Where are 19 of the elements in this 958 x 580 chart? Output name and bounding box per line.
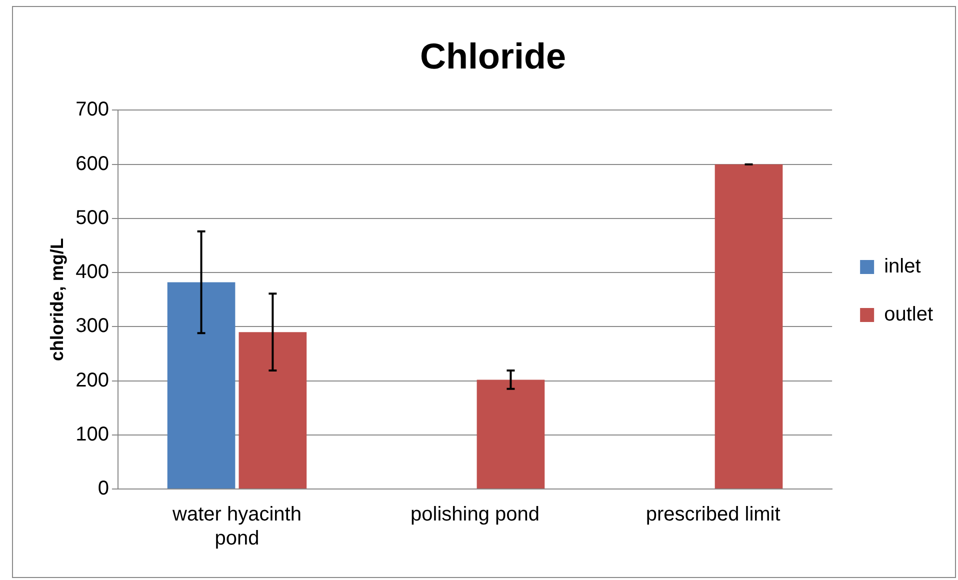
y-axis-title: chloride, mg/L — [46, 238, 67, 362]
y-tick-label: 600 — [76, 152, 109, 175]
x-tick-label: prescribed limit — [646, 504, 781, 526]
y-tick-label: 300 — [76, 315, 109, 338]
y-tick-label: 400 — [76, 261, 109, 284]
legend-label: outlet — [884, 304, 934, 326]
bar — [476, 380, 545, 488]
y-tick-label: 100 — [76, 423, 109, 446]
y-tick-label: 0 — [98, 478, 109, 500]
x-tick-label: water hyacinth pond — [172, 504, 302, 550]
bar — [238, 332, 307, 488]
y-tick-label: 700 — [76, 98, 109, 121]
x-tick-label: polishing pond — [410, 504, 540, 526]
y-tick-label: 500 — [76, 206, 109, 229]
legend-label: inlet — [884, 256, 922, 278]
bar — [714, 164, 783, 488]
y-tick-label: 200 — [76, 369, 109, 392]
bar — [167, 282, 236, 488]
chart-title: Chloride — [420, 36, 566, 77]
